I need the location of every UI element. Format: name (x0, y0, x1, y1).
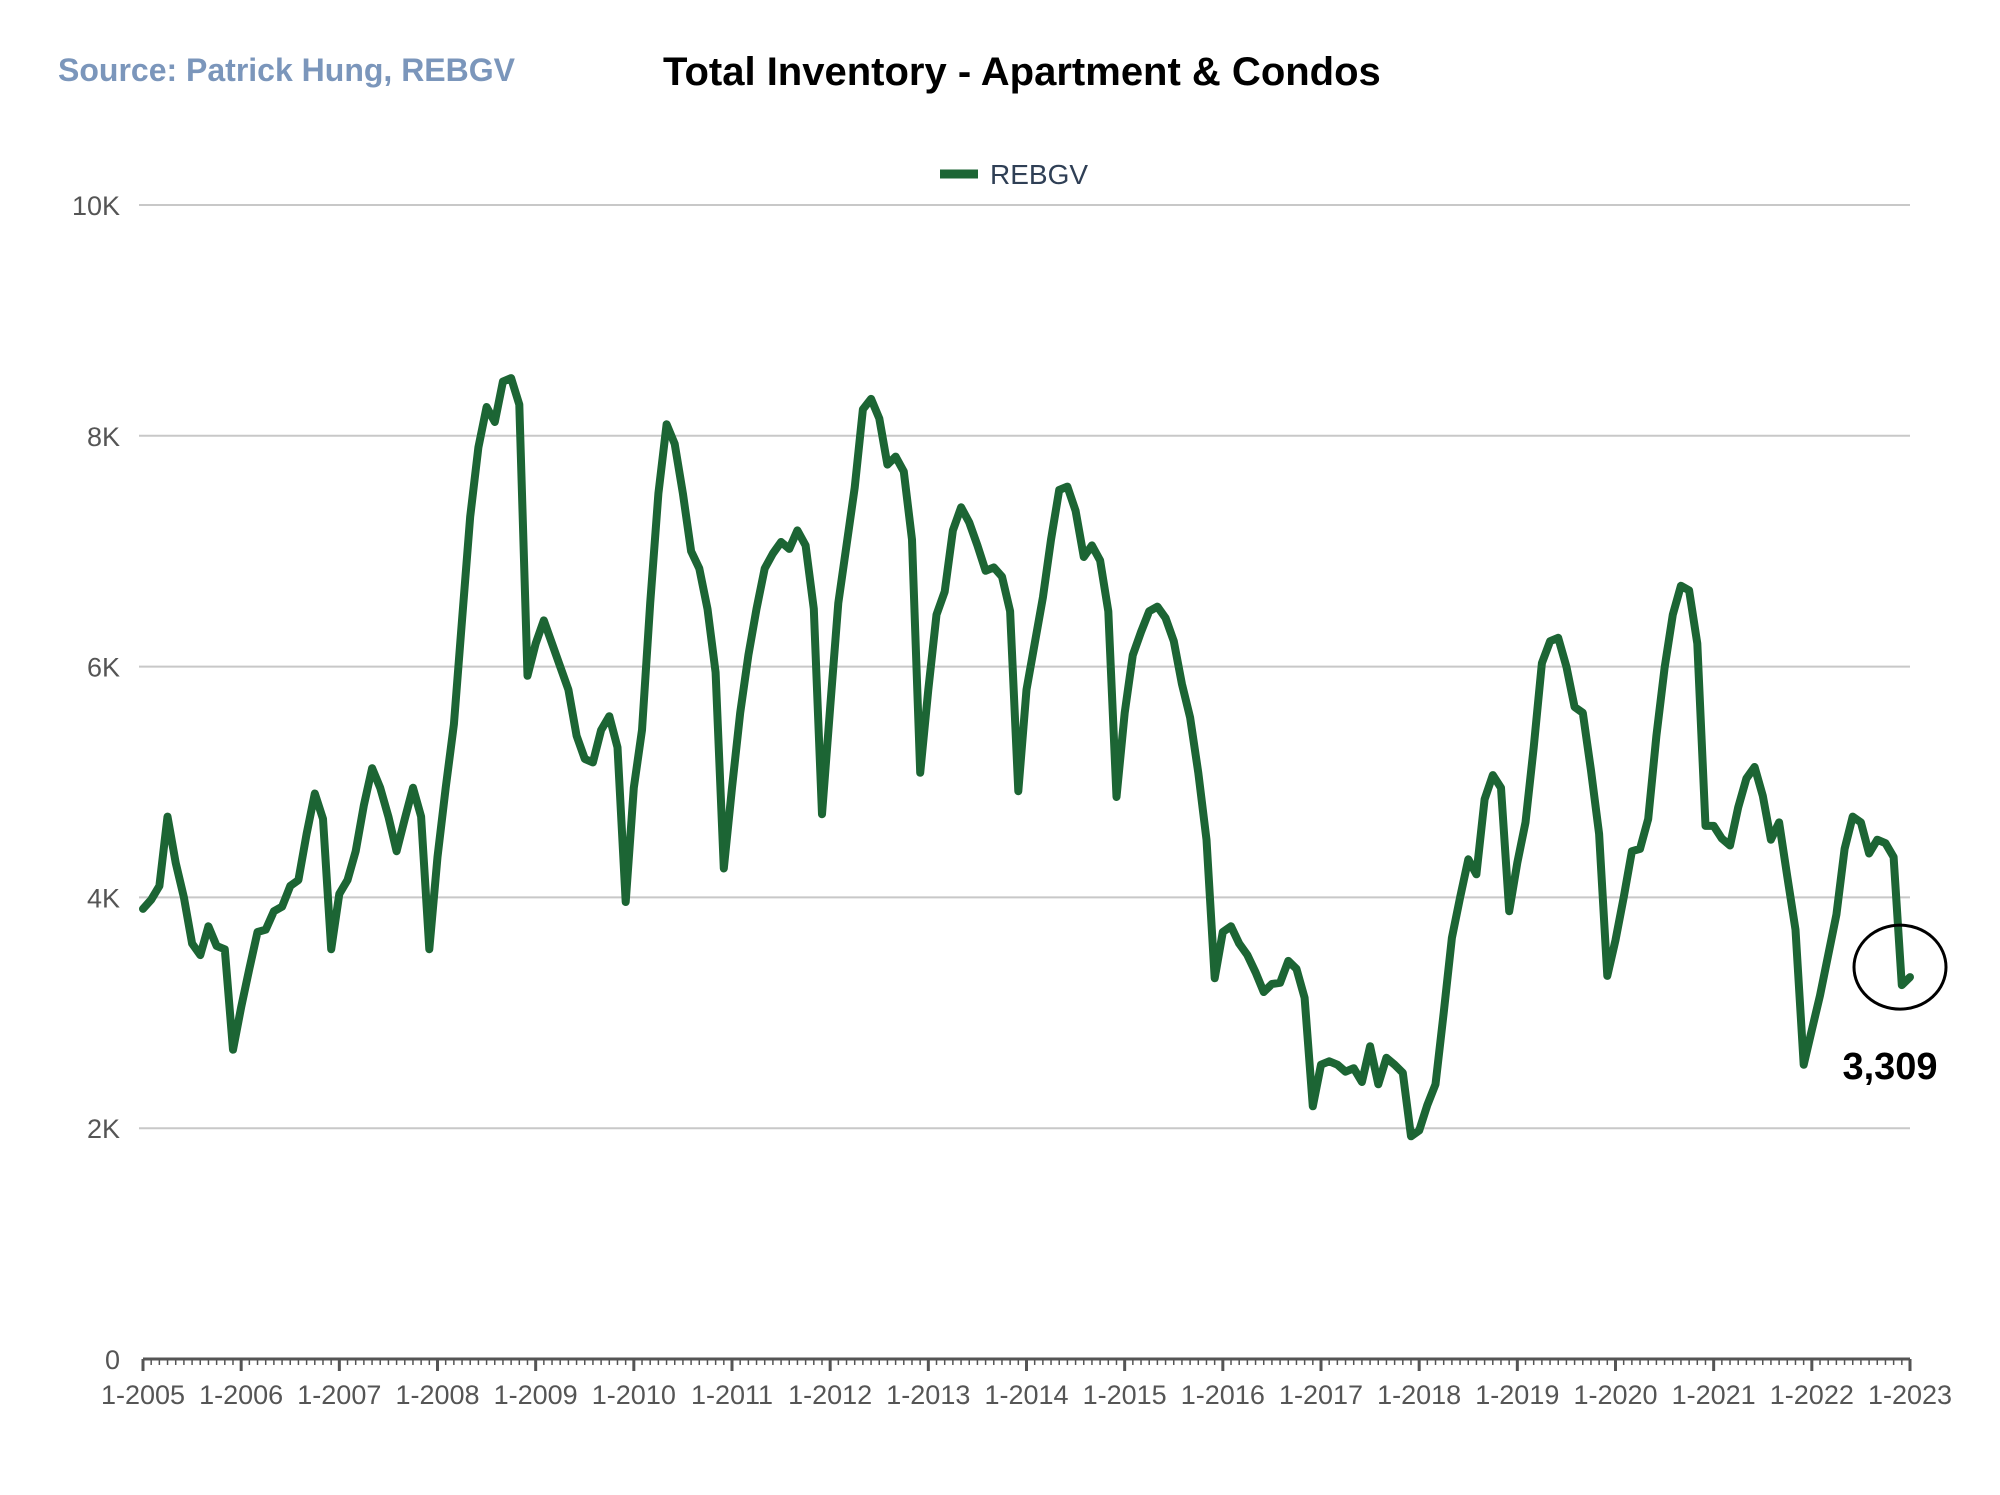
y-tick-label-8K: 8K (87, 422, 120, 452)
x-tick-label-1-2017: 1-2017 (1279, 1380, 1363, 1410)
x-tick-label-1-2009: 1-2009 (494, 1380, 578, 1410)
series-layer (139, 374, 1914, 1141)
y-tick-label-0: 0 (105, 1345, 120, 1375)
x-tick-label-1-2008: 1-2008 (395, 1380, 479, 1410)
annotation-layer: 3,309 (1842, 923, 1948, 1088)
x-tick-label-1-2015: 1-2015 (1083, 1380, 1167, 1410)
x-tick-label-1-2014: 1-2014 (984, 1380, 1068, 1410)
x-tick-label-1-2012: 1-2012 (788, 1380, 872, 1410)
chart-title: Total Inventory - Apartment & Condos (663, 50, 1381, 94)
y-axis: 0 2K 4K 6K 8K 10K (72, 191, 120, 1375)
x-tick-label-1-2018: 1-2018 (1377, 1380, 1461, 1410)
annotation-circle (1852, 923, 1948, 1011)
x-tick-label-1-2010: 1-2010 (592, 1380, 676, 1410)
x-tick-label-1-2007: 1-2007 (297, 1380, 381, 1410)
x-tick-labels: 1-2005 1-2006 1-2007 1-2008 1-2009 1-2010 1-20… (101, 1380, 1952, 1410)
x-tick-label-1-2016: 1-2016 (1181, 1380, 1265, 1410)
source-label: Source: Patrick Hung, REBGV (58, 52, 515, 88)
series-line-REBGV (139, 374, 1914, 1141)
y-tick-label-4K: 4K (87, 883, 120, 913)
x-tick-label-1-2022: 1-2022 (1770, 1380, 1854, 1410)
x-tick-label-1-2019: 1-2019 (1475, 1380, 1559, 1410)
annotation-label: 3,309 (1842, 1046, 1937, 1088)
x-tick-label-1-2006: 1-2006 (199, 1380, 283, 1410)
y-tick-label-10K: 10K (72, 191, 120, 221)
x-tick-label-1-2020: 1-2020 (1573, 1380, 1657, 1410)
x-tick-label-1-2021: 1-2021 (1672, 1380, 1756, 1410)
x-tick-label-1-2005: 1-2005 (101, 1380, 185, 1410)
x-tick-label-1-2013: 1-2013 (886, 1380, 970, 1410)
x-tick-label-1-2023: 1-2023 (1868, 1380, 1952, 1410)
y-tick-label-6K: 6K (87, 653, 120, 683)
gridlines (139, 204, 1910, 1130)
legend[interactable]: REBGV (940, 159, 1088, 190)
x-tick-label-1-2011: 1-2011 (691, 1380, 773, 1410)
x-axis (141, 1357, 1912, 1371)
y-tick-label-2K: 2K (87, 1114, 120, 1144)
legend-entry-REBGV: REBGV (990, 159, 1088, 190)
